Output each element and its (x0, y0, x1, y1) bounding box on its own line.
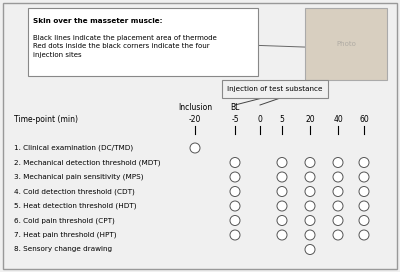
Text: 2. Mechanical detection threshold (MDT): 2. Mechanical detection threshold (MDT) (14, 159, 160, 166)
Circle shape (305, 230, 315, 240)
Circle shape (333, 230, 343, 240)
Circle shape (277, 157, 287, 168)
Circle shape (359, 215, 369, 225)
Circle shape (190, 143, 200, 153)
Circle shape (333, 157, 343, 168)
Text: 40: 40 (333, 116, 343, 125)
Text: 6. Cold pain threshold (CPT): 6. Cold pain threshold (CPT) (14, 217, 115, 224)
Circle shape (230, 172, 240, 182)
Circle shape (277, 201, 287, 211)
Circle shape (333, 187, 343, 196)
FancyBboxPatch shape (222, 80, 328, 98)
Circle shape (305, 187, 315, 196)
Text: Time-point (min): Time-point (min) (14, 116, 78, 125)
Text: BL: BL (230, 104, 240, 113)
Text: 4. Cold detection threshold (CDT): 4. Cold detection threshold (CDT) (14, 188, 135, 195)
Text: -5: -5 (231, 116, 239, 125)
Text: 60: 60 (359, 116, 369, 125)
Text: Photo: Photo (336, 41, 356, 47)
Text: 0: 0 (258, 116, 262, 125)
Text: Inclusion: Inclusion (178, 104, 212, 113)
Text: 3. Mechanical pain sensitivity (MPS): 3. Mechanical pain sensitivity (MPS) (14, 174, 144, 180)
Text: 8. Sensory change drawing: 8. Sensory change drawing (14, 246, 112, 252)
FancyBboxPatch shape (305, 8, 387, 80)
Circle shape (305, 172, 315, 182)
FancyBboxPatch shape (28, 8, 258, 76)
Circle shape (277, 187, 287, 196)
Circle shape (333, 172, 343, 182)
Text: 1. Clinical examination (DC/TMD): 1. Clinical examination (DC/TMD) (14, 145, 133, 151)
Text: 20: 20 (305, 116, 315, 125)
Circle shape (359, 187, 369, 196)
Circle shape (230, 230, 240, 240)
Circle shape (230, 215, 240, 225)
Circle shape (305, 201, 315, 211)
Text: 5: 5 (280, 116, 284, 125)
Circle shape (305, 215, 315, 225)
Circle shape (333, 215, 343, 225)
Circle shape (305, 157, 315, 168)
Circle shape (277, 230, 287, 240)
Text: Black lines indicate the placement area of thermode
Red dots inside the black co: Black lines indicate the placement area … (33, 35, 217, 58)
Text: 5. Heat detection threshold (HDT): 5. Heat detection threshold (HDT) (14, 203, 136, 209)
Circle shape (230, 157, 240, 168)
Text: Skin over the masseter muscle:: Skin over the masseter muscle: (33, 18, 162, 24)
Text: 7. Heat pain threshold (HPT): 7. Heat pain threshold (HPT) (14, 232, 116, 238)
Circle shape (359, 172, 369, 182)
Circle shape (359, 230, 369, 240)
Circle shape (230, 201, 240, 211)
FancyBboxPatch shape (3, 3, 397, 269)
Circle shape (359, 201, 369, 211)
Text: Injection of test substance: Injection of test substance (227, 86, 323, 92)
Circle shape (230, 187, 240, 196)
Text: -20: -20 (189, 116, 201, 125)
Circle shape (333, 201, 343, 211)
Circle shape (305, 245, 315, 255)
Circle shape (359, 157, 369, 168)
Circle shape (277, 172, 287, 182)
Circle shape (277, 215, 287, 225)
